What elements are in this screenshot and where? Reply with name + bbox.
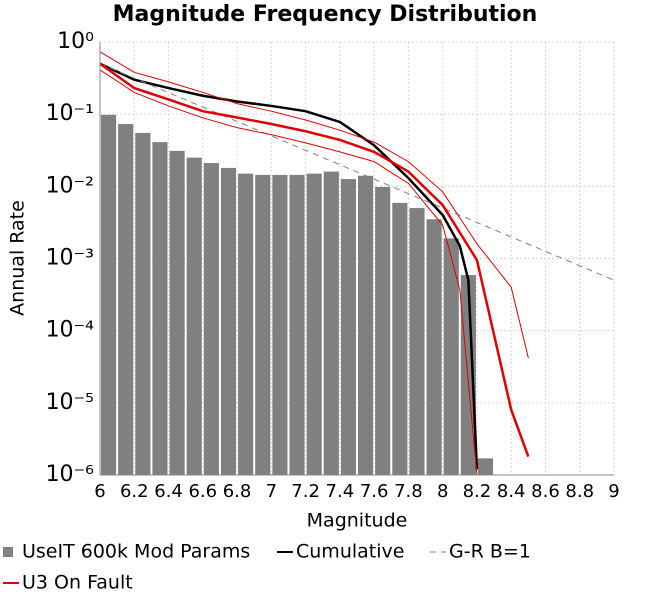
x-tick-label: 9 — [608, 481, 619, 502]
y-tick-label: 10⁻⁴ — [46, 318, 95, 343]
bar — [220, 167, 237, 475]
bar — [358, 175, 374, 475]
line — [99, 63, 615, 281]
bar — [152, 142, 168, 475]
bar — [426, 219, 442, 475]
x-tick-label: 8.6 — [531, 481, 560, 502]
x-tick-label: 8.8 — [565, 481, 594, 502]
line — [99, 51, 529, 358]
bar — [186, 157, 202, 475]
x-tick-label: 7 — [266, 481, 277, 502]
x-tick-label: 7.8 — [394, 481, 423, 502]
legend-swatch — [3, 547, 13, 557]
x-tick-label: 6.8 — [223, 481, 252, 502]
bar — [443, 238, 459, 475]
bar — [118, 124, 134, 475]
legend-label: UseIT 600k Mod Params — [22, 541, 250, 563]
bar — [409, 208, 425, 475]
x-tick-label: 6.2 — [120, 481, 149, 502]
bar — [392, 202, 408, 475]
y-tick-label: 10⁻⁵ — [46, 390, 94, 415]
legend-label: Cumulative — [296, 541, 404, 563]
bar — [477, 458, 494, 475]
x-axis-label: Magnitude — [307, 510, 408, 532]
y-tick-label: 10⁻⁶ — [46, 462, 95, 487]
legend-label: G-R B=1 — [449, 541, 531, 563]
bar — [255, 174, 271, 475]
bar — [101, 114, 117, 475]
y-tick-label: 10⁻³ — [46, 246, 94, 271]
bar — [238, 173, 254, 475]
bar — [203, 163, 219, 475]
bar — [135, 132, 151, 476]
y-axis-label: Annual Rate — [7, 200, 29, 316]
legend-label: U3 On Fault — [22, 572, 133, 594]
x-tick-label: 8.2 — [463, 481, 492, 502]
x-tick-label: 7.6 — [360, 481, 389, 502]
bar — [340, 179, 356, 476]
bar — [323, 171, 339, 476]
x-tick-label: 6 — [94, 481, 105, 502]
x-tick-label: 7.4 — [326, 481, 355, 502]
line — [99, 62, 530, 458]
line — [99, 62, 479, 470]
line — [99, 69, 478, 476]
x-tick-label: 7.2 — [291, 481, 320, 502]
x-tick-label: 8 — [437, 481, 448, 502]
x-tick-label: 8.4 — [497, 481, 526, 502]
bar — [272, 174, 288, 475]
ticks: 10⁻⁶ 10⁻⁵ 10⁻⁴ 10⁻³ 10⁻² 10⁻¹ 10⁰ 6 6.2 6.4 6.6 6.8… — [46, 29, 620, 502]
y-tick-label: 10⁻¹ — [46, 101, 94, 126]
chart-title: Magnitude Frequency Distribution — [113, 2, 538, 27]
x-tick-label: 6.6 — [188, 481, 217, 502]
x-tick-label: 6.4 — [154, 481, 183, 502]
y-tick-label: 10⁻² — [46, 173, 94, 198]
bar — [375, 186, 391, 475]
bar — [289, 174, 305, 475]
grid — [99, 41, 615, 476]
bar — [306, 173, 322, 475]
legend: UseIT 600k Mod Params Cumulative G-R B=1 U3… — [3, 541, 531, 594]
marks — [99, 51, 615, 476]
bar — [169, 150, 185, 475]
y-tick-label: 10⁰ — [57, 29, 94, 54]
